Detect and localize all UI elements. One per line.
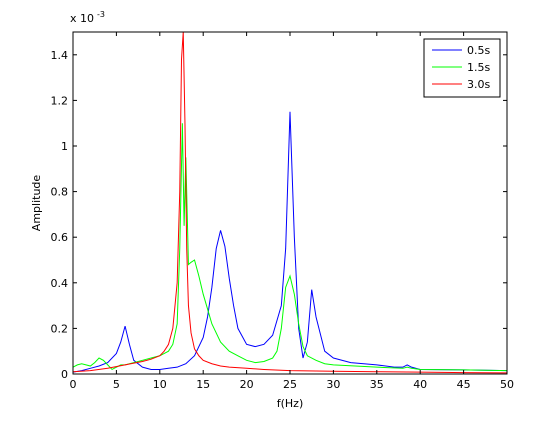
y-tick-label: 1 xyxy=(61,140,68,153)
legend-label: 0.5s xyxy=(467,44,490,57)
x-tick-label: 0 xyxy=(70,378,77,391)
x-tick-label: 20 xyxy=(240,378,254,391)
legend-box xyxy=(423,38,501,98)
x-tick-label: 35 xyxy=(370,378,384,391)
x-tick-label: 25 xyxy=(283,378,297,391)
y-axis-multiplier-exponent: -3 xyxy=(97,10,105,19)
series-line-1-5s xyxy=(73,123,507,372)
y-tick-label: 1.2 xyxy=(51,94,69,107)
legend-label: 1.5s xyxy=(467,61,490,74)
series-line-3-0s xyxy=(73,32,507,374)
x-tick-label: 15 xyxy=(196,378,210,391)
x-tick-label: 40 xyxy=(413,378,427,391)
legend-label: 3.0s xyxy=(467,78,490,91)
y-tick-label: 1.4 xyxy=(51,49,69,62)
x-tick-label: 5 xyxy=(113,378,120,391)
y-axis-multiplier: x 10 xyxy=(70,12,94,25)
x-axis-label: f(Hz) xyxy=(277,397,304,410)
series-line-0-5s xyxy=(73,111,507,373)
x-tick-label: 10 xyxy=(153,378,167,391)
y-axis-label: Amplitude xyxy=(30,175,43,232)
y-tick-label: 0.8 xyxy=(51,186,69,199)
y-tick-label: 0 xyxy=(61,368,68,381)
x-tick-label: 30 xyxy=(326,378,340,391)
y-tick-label: 0.2 xyxy=(51,322,69,335)
y-tick-label: 0.6 xyxy=(51,231,69,244)
x-tick-label: 45 xyxy=(457,378,471,391)
y-tick-label: 0.4 xyxy=(51,277,69,290)
x-tick-label: 50 xyxy=(500,378,514,391)
